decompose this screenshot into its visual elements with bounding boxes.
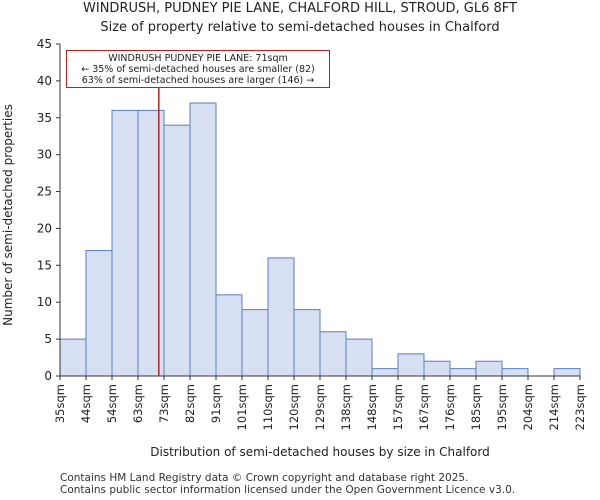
ticks-group: 0 5 10 15 20 25 30 35 40 45 35sqm 44sqm 54sqm 63sqm 73… xyxy=(37,37,587,430)
x-tick-label-54sqm: 54sqm xyxy=(105,384,119,423)
x-tick-label-129sqm: 129sqm xyxy=(313,384,327,430)
bar-120sqm xyxy=(293,309,321,377)
x-axis-label: Distribution of semi-detached houses by … xyxy=(150,445,490,459)
bar-82sqm xyxy=(189,102,217,377)
bar-35sqm xyxy=(59,338,87,377)
bars-group xyxy=(59,102,581,377)
x-tick-label-223sqm: 223sqm xyxy=(573,384,587,430)
bar-44sqm xyxy=(85,250,113,377)
footer-line2: Contains public sector information licen… xyxy=(60,484,516,496)
annotation-line1: WINDRUSH PUDNEY PIE LANE: 71sqm xyxy=(108,53,288,64)
y-tick-label-30: 30 xyxy=(37,148,52,162)
x-tick-label-44sqm: 44sqm xyxy=(79,384,93,423)
bar-185sqm xyxy=(475,360,503,377)
bar-167sqm xyxy=(423,360,451,377)
bar-129sqm xyxy=(319,331,347,377)
y-tick-label-25: 25 xyxy=(37,185,52,199)
bar-54sqm xyxy=(111,109,139,377)
x-tick-label-148sqm: 148sqm xyxy=(365,384,379,430)
x-tick-label-185sqm: 185sqm xyxy=(469,384,483,430)
annotation-line3: 63% of semi-detached houses are larger (… xyxy=(81,75,315,86)
bar-214sqm xyxy=(553,368,581,377)
bar-101sqm xyxy=(241,309,269,377)
annotation-line2: ← 35% of semi-detached houses are smalle… xyxy=(81,64,315,75)
x-tick-label-73sqm: 73sqm xyxy=(157,384,171,423)
bar-157sqm xyxy=(397,353,425,377)
x-tick-label-138sqm: 138sqm xyxy=(339,384,353,430)
bar-138sqm xyxy=(345,338,373,377)
x-tick-label-204sqm: 204sqm xyxy=(521,384,535,430)
y-tick-label-10: 10 xyxy=(37,295,52,309)
y-tick-label-45: 45 xyxy=(37,37,52,51)
x-tick-label-110sqm: 110sqm xyxy=(261,384,275,430)
x-tick-label-120sqm: 120sqm xyxy=(287,384,301,430)
x-tick-label-157sqm: 157sqm xyxy=(391,384,405,430)
y-tick-label-0: 0 xyxy=(44,369,52,383)
x-tick-label-101sqm: 101sqm xyxy=(235,384,249,430)
x-tick-label-195sqm: 195sqm xyxy=(495,384,509,430)
x-tick-label-63sqm: 63sqm xyxy=(131,384,145,423)
y-tick-label-20: 20 xyxy=(37,221,52,235)
chart-title-line2: Size of property relative to semi-detach… xyxy=(100,20,500,35)
annotation-box: WINDRUSH PUDNEY PIE LANE: 71sqm ← 35% of… xyxy=(66,50,330,88)
x-tick-label-82sqm: 82sqm xyxy=(183,384,197,423)
y-tick-label-40: 40 xyxy=(37,74,52,88)
bar-176sqm xyxy=(449,368,477,377)
y-tick-label-5: 5 xyxy=(44,332,52,346)
y-tick-label-35: 35 xyxy=(37,111,52,125)
bar-195sqm xyxy=(501,368,529,377)
bar-63sqm xyxy=(137,109,165,377)
chart-title-line1: WINDRUSH, PUDNEY PIE LANE, CHALFORD HILL… xyxy=(83,1,517,16)
footer-line1: Contains HM Land Registry data © Crown c… xyxy=(60,472,469,484)
y-tick-label-15: 15 xyxy=(37,258,52,272)
x-tick-label-35sqm: 35sqm xyxy=(53,384,67,423)
x-tick-label-91sqm: 91sqm xyxy=(209,384,223,423)
bar-73sqm xyxy=(163,124,191,377)
y-axis-label: Number of semi-detached properties xyxy=(1,104,15,326)
x-tick-label-176sqm: 176sqm xyxy=(443,384,457,430)
bar-148sqm xyxy=(371,368,399,377)
x-tick-label-167sqm: 167sqm xyxy=(417,384,431,430)
bar-91sqm xyxy=(215,294,243,377)
x-tick-label-214sqm: 214sqm xyxy=(547,384,561,430)
bar-110sqm xyxy=(267,257,295,377)
